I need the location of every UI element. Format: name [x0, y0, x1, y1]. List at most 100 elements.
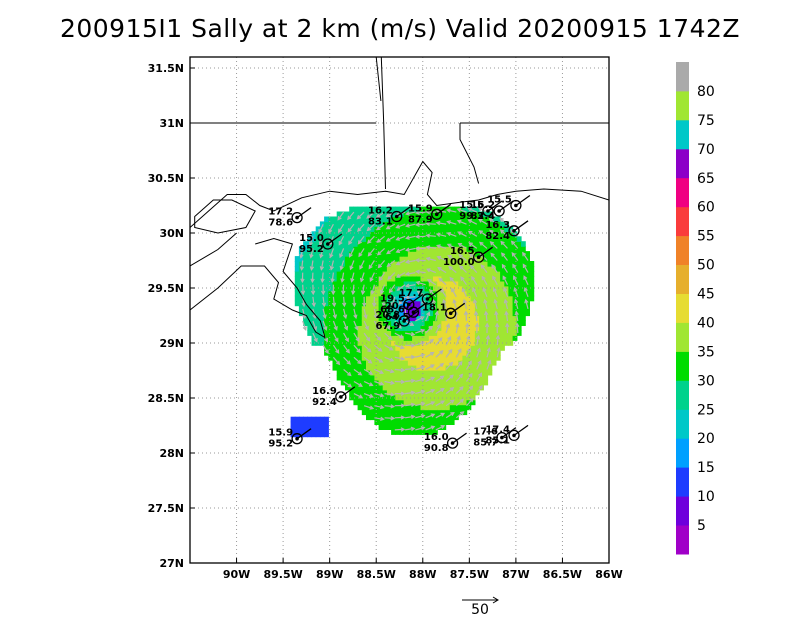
wind-cell: [500, 221, 505, 227]
wind-cell: [332, 266, 338, 272]
wind-cell: [395, 295, 401, 302]
wind-cell: [474, 350, 480, 356]
wind-cell: [340, 345, 346, 351]
wind-cell: [332, 226, 338, 232]
wind-cell: [441, 350, 447, 356]
wind-vector: [426, 246, 436, 249]
observation-pressure: 92.4: [312, 397, 337, 408]
wind-cell: [349, 310, 354, 317]
wind-cell: [516, 325, 522, 331]
wind-cell: [479, 266, 484, 272]
wind-cell: [298, 416, 304, 423]
wind-cell: [340, 256, 346, 262]
wind-vector-head: [324, 349, 329, 355]
wind-vector-head: [522, 251, 527, 257]
wind-cell: [403, 285, 409, 292]
wind-vector-head: [504, 310, 509, 316]
wind-cell: [466, 404, 472, 411]
colorbar-label: 5: [697, 518, 706, 534]
wind-cell: [428, 320, 434, 326]
wind-cell: [382, 374, 388, 381]
wind-vector: [415, 329, 425, 334]
wind-cell: [441, 211, 447, 218]
wind-cell: [495, 226, 501, 232]
x-tick-label: 89W: [316, 568, 343, 581]
wind-cell: [324, 330, 329, 336]
wind-cell: [345, 379, 350, 386]
wind-vector-head: [469, 397, 474, 403]
wind-cell: [403, 345, 409, 351]
wind-cell: [491, 295, 497, 302]
wind-cell: [407, 216, 413, 223]
wind-cell: [428, 409, 434, 416]
wind-cell: [349, 231, 354, 237]
wind-cell: [382, 419, 388, 425]
wind-vector-head: [452, 298, 457, 304]
wind-cell: [366, 261, 371, 267]
wind-cell: [399, 290, 405, 297]
state-boundary: [375, 57, 382, 102]
wind-vector-head: [505, 322, 510, 328]
wind-cell: [454, 320, 459, 326]
wind-cell: [508, 256, 514, 262]
wind-vector: [490, 241, 498, 249]
wind-cell: [391, 221, 396, 227]
wind-cell: [458, 270, 463, 277]
wind-cell: [470, 310, 476, 317]
wind-cell: [516, 241, 522, 247]
wind-cell: [370, 330, 375, 336]
wind-vector: [398, 296, 406, 305]
wind-cell: [403, 246, 409, 252]
wind-cell: [449, 394, 455, 401]
wind-vector-head: [426, 268, 431, 273]
wind-cell: [332, 275, 338, 282]
wind-cell: [445, 266, 451, 272]
wind-vector: [505, 311, 509, 322]
wind-vector-head: [318, 241, 323, 247]
wind-cell: [345, 275, 350, 282]
wind-cell: [458, 340, 463, 346]
wind-cell: [441, 310, 447, 317]
wind-vector-head: [364, 325, 369, 331]
wind-cell: [437, 270, 442, 277]
wind-cell: [416, 369, 422, 376]
wind-vector: [353, 320, 359, 330]
wind-cell: [445, 369, 451, 376]
colorbar-swatch: [676, 409, 689, 439]
wind-cell: [437, 404, 442, 411]
wind-vector-head: [395, 236, 400, 241]
wind-cell: [324, 426, 329, 433]
wind-cell: [370, 320, 375, 326]
wind-cell: [470, 251, 476, 257]
wind-vector: [332, 356, 340, 365]
wind-cell: [454, 404, 459, 411]
wind-cell: [433, 365, 438, 371]
wind-vector: [322, 320, 327, 330]
wind-cell: [315, 416, 321, 423]
wind-cell: [487, 285, 493, 292]
state-boundary: [459, 123, 480, 184]
wind-cell: [433, 320, 438, 326]
wind-cell: [391, 350, 396, 356]
wind-vector-head: [309, 266, 315, 271]
wind-cell: [445, 399, 451, 406]
wind-cell: [391, 290, 396, 297]
wind-vector: [496, 335, 499, 346]
wind-cell: [462, 355, 468, 361]
wind-vector-head: [395, 273, 401, 278]
wind-cell: [445, 355, 451, 361]
wind-cell: [324, 290, 329, 297]
wind-cell: [445, 261, 451, 267]
wind-cell: [479, 315, 484, 322]
wind-vector-head: [390, 415, 396, 421]
wind-cell: [353, 236, 359, 242]
wind-cell: [416, 236, 422, 242]
wind-cell: [424, 251, 430, 257]
wind-vector: [378, 272, 386, 281]
wind-cell: [504, 335, 510, 341]
wind-cell: [324, 256, 329, 262]
wind-cell: [395, 305, 401, 312]
wind-vector-head: [386, 250, 391, 255]
wind-vector: [463, 299, 468, 310]
